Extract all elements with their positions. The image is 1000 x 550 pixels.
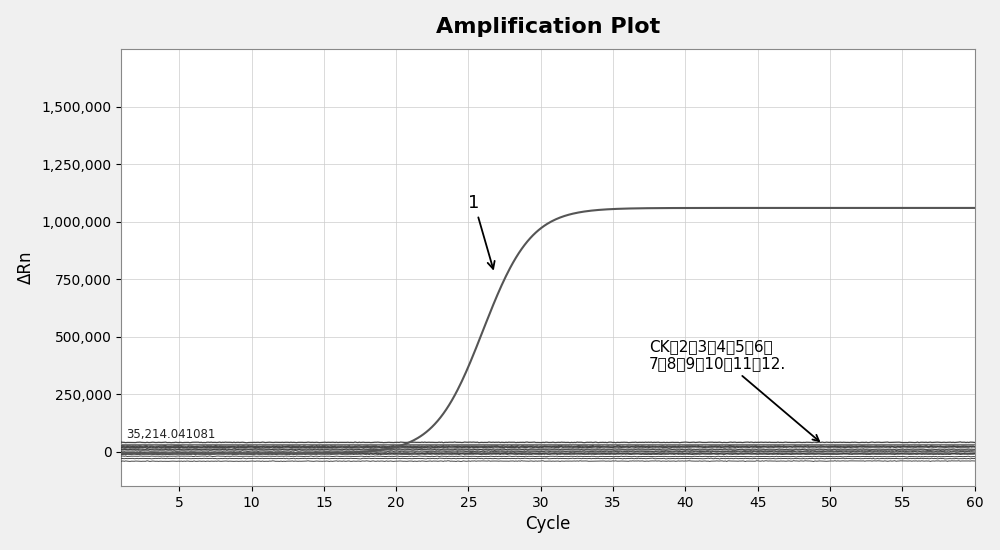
Text: 1: 1 [468, 194, 495, 269]
X-axis label: Cycle: Cycle [525, 515, 571, 534]
Title: Amplification Plot: Amplification Plot [436, 16, 660, 37]
Y-axis label: ΔRn: ΔRn [17, 251, 35, 284]
Text: 35,214.041081: 35,214.041081 [126, 428, 215, 441]
Text: CK、2、3、4、5、6、
7、8、9、10、11、12.: CK、2、3、4、5、6、 7、8、9、10、11、12. [649, 339, 819, 441]
